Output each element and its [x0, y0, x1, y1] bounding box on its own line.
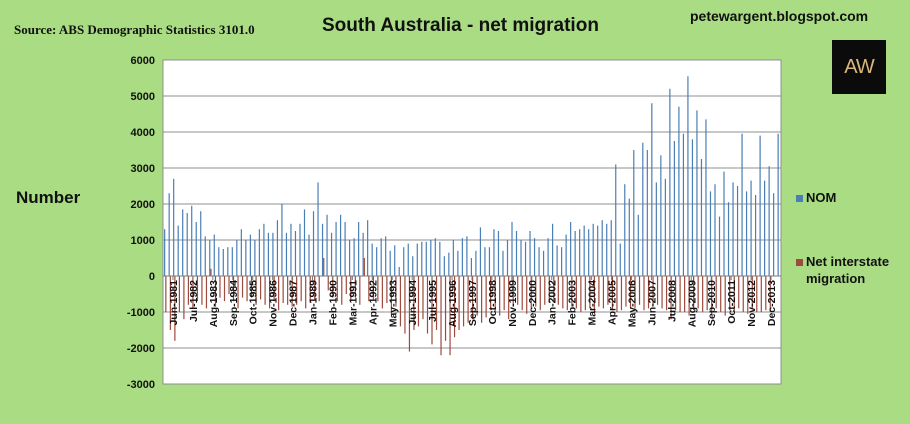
x-tick-label: Mar-1991 — [347, 280, 359, 326]
y-tick-label: 4000 — [131, 127, 155, 139]
y-tick-label: 0 — [149, 271, 155, 283]
x-tick-label: Mar-2004 — [587, 280, 599, 326]
x-tick-label: May-2006 — [626, 280, 638, 327]
y-tick-label: 5000 — [131, 91, 155, 103]
x-tick-label: Apr-1992 — [367, 280, 379, 325]
legend-label-nom: NOM — [806, 190, 837, 205]
y-tick-label: 6000 — [131, 55, 155, 67]
y-tick-label: -3000 — [127, 379, 155, 391]
logo-text: AW — [844, 55, 875, 78]
x-tick-label: Sep-1997 — [467, 280, 479, 326]
x-tick-label: Jan-2002 — [547, 280, 559, 325]
y-tick-label: -1000 — [127, 307, 155, 319]
y-tick-label: 1000 — [131, 235, 155, 247]
x-tick-label: Apr-2005 — [607, 280, 619, 325]
x-tick-label: Jun-1981 — [168, 280, 180, 326]
x-tick-label: Aug-1996 — [447, 280, 459, 327]
blog-name: petewargent.blogspot.com — [690, 8, 869, 24]
legend-label-interstate: Net interstate migration — [806, 254, 890, 286]
x-tick-label: Jul-1995 — [427, 280, 439, 322]
x-tick-label: Jun-1994 — [407, 280, 419, 326]
x-tick-label: May-1993 — [387, 280, 399, 327]
y-axis-label: Number — [16, 188, 81, 207]
x-tick-label: Dec-1987 — [288, 280, 300, 326]
x-tick-label: Nov-2012 — [746, 280, 758, 327]
x-tick-label: Oct-1985 — [248, 280, 260, 325]
source-note: Source: ABS Demographic Statistics 3101.… — [14, 22, 255, 37]
x-tick-label: Sep-1984 — [228, 280, 240, 326]
legend-swatch-interstate — [796, 259, 803, 266]
x-tick-label: Jan-1989 — [308, 280, 320, 325]
x-tick-label: Aug-2009 — [686, 280, 698, 327]
x-tick-label: Nov-1999 — [507, 280, 519, 327]
plot-area — [162, 59, 782, 385]
y-tick-label: 2000 — [131, 199, 155, 211]
x-tick-label: Oct-1998 — [487, 280, 499, 325]
x-tick-label: Dec-2013 — [766, 280, 778, 326]
x-tick-label: Dec-2000 — [527, 280, 539, 326]
legend-swatch-nom — [796, 195, 803, 202]
chart-title: South Australia - net migration — [322, 15, 599, 36]
aw-logo: AW — [832, 40, 886, 94]
x-tick-label: Sep-2010 — [706, 280, 718, 326]
x-tick-label: Jul-1982 — [188, 280, 200, 322]
x-tick-label: Feb-1990 — [327, 280, 339, 326]
x-tick-label: Oct-2011 — [726, 280, 738, 324]
y-tick-label: -2000 — [127, 343, 155, 355]
x-tick-label: Feb-2003 — [567, 280, 579, 326]
x-tick-label: Jul-2008 — [666, 280, 678, 322]
x-tick-label: Aug-1983 — [208, 280, 220, 327]
x-tick-label: Jun-2007 — [646, 280, 658, 326]
y-tick-label: 3000 — [131, 163, 155, 175]
x-tick-label: Nov-1986 — [268, 280, 280, 327]
